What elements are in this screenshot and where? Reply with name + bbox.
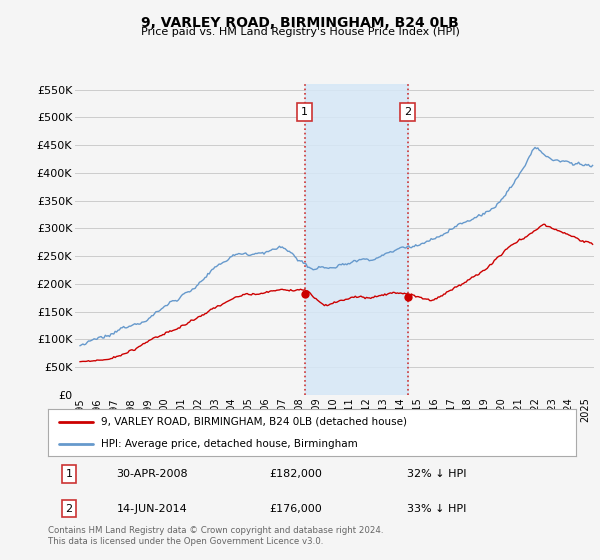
Text: Price paid vs. HM Land Registry's House Price Index (HPI): Price paid vs. HM Land Registry's House … (140, 27, 460, 37)
Text: 2: 2 (404, 107, 412, 116)
Text: Contains HM Land Registry data © Crown copyright and database right 2024.
This d: Contains HM Land Registry data © Crown c… (48, 526, 383, 546)
Text: 2: 2 (65, 504, 73, 514)
Text: 9, VARLEY ROAD, BIRMINGHAM, B24 0LB (detached house): 9, VARLEY ROAD, BIRMINGHAM, B24 0LB (det… (101, 417, 407, 427)
Text: 32% ↓ HPI: 32% ↓ HPI (407, 469, 467, 479)
Text: £176,000: £176,000 (270, 504, 323, 514)
Text: 9, VARLEY ROAD, BIRMINGHAM, B24 0LB: 9, VARLEY ROAD, BIRMINGHAM, B24 0LB (141, 16, 459, 30)
Text: 1: 1 (301, 107, 308, 116)
Text: 14-JUN-2014: 14-JUN-2014 (116, 504, 187, 514)
Text: 33% ↓ HPI: 33% ↓ HPI (407, 504, 466, 514)
Bar (305, 84, 408, 395)
Text: 30-APR-2008: 30-APR-2008 (116, 469, 188, 479)
Text: £182,000: £182,000 (270, 469, 323, 479)
Text: HPI: Average price, detached house, Birmingham: HPI: Average price, detached house, Birm… (101, 438, 358, 449)
Text: 1: 1 (65, 469, 73, 479)
